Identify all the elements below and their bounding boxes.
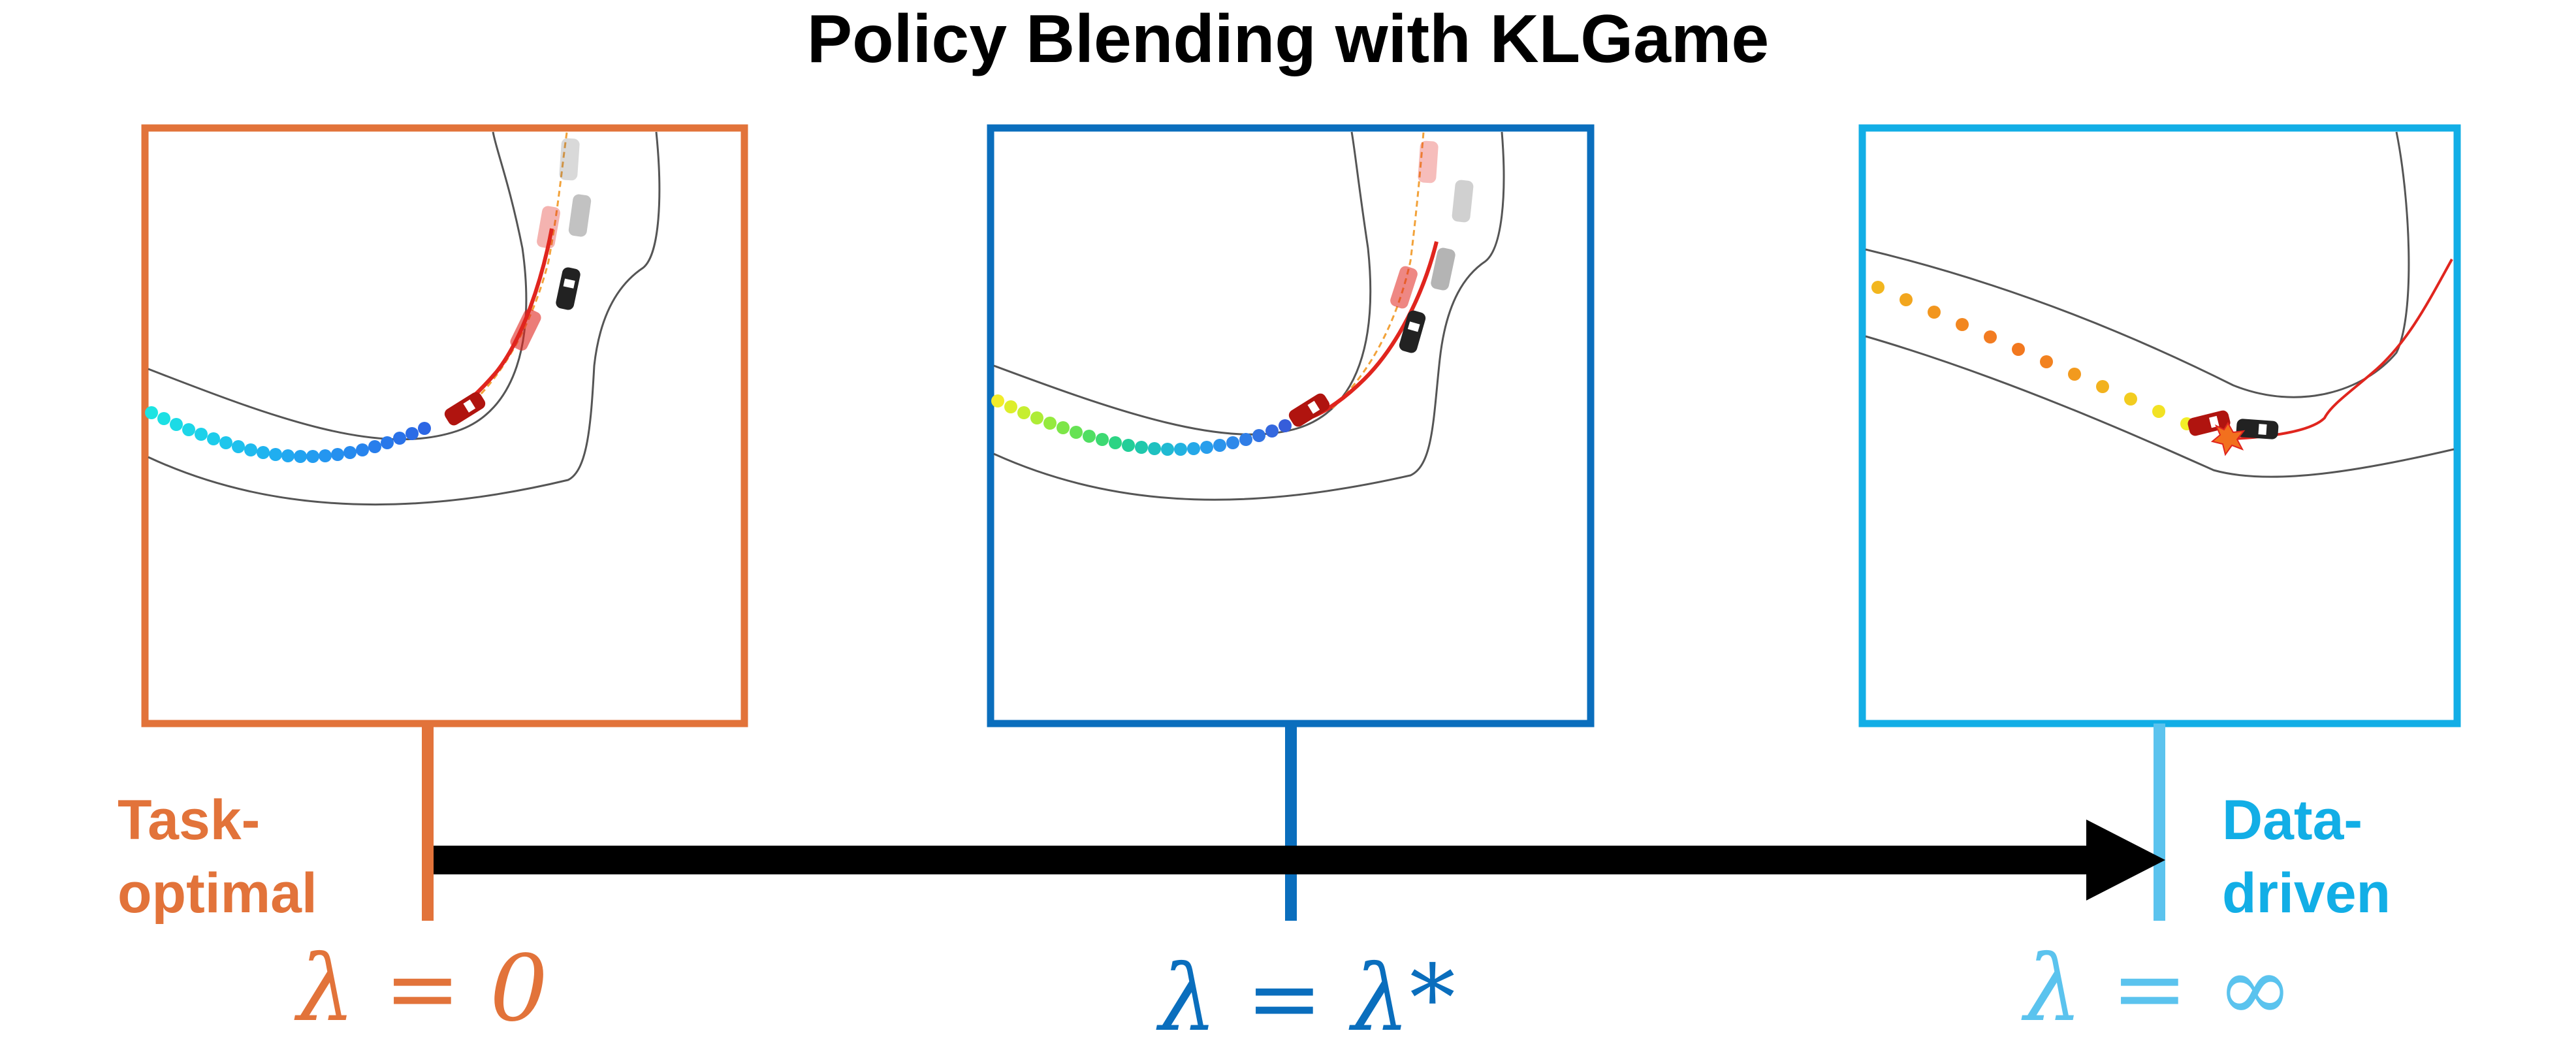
data-driven-label: Data- driven	[2222, 784, 2391, 930]
panel-task-optimal	[141, 124, 748, 727]
panel-frame-task-optimal	[141, 124, 748, 727]
car-icon	[444, 138, 592, 426]
reference-path	[1331, 132, 1425, 409]
data-driven-label-line2: driven	[2222, 862, 2391, 925]
planned-trajectory	[2219, 259, 2453, 441]
collision-icon	[2210, 422, 2246, 456]
lambda-label-star: λ = λ*	[1159, 946, 1455, 1052]
task-optimal-label-line2: optimal	[118, 862, 317, 925]
panel-blended	[987, 124, 1595, 727]
planned-trajectory	[1311, 241, 1439, 419]
panel-data-driven	[1858, 124, 2461, 727]
reference-path	[475, 132, 568, 400]
trajectory-dots	[145, 406, 431, 463]
lambda-label-zero: λ = 0	[297, 936, 549, 1042]
panel-frame-data-driven	[1858, 124, 2461, 727]
task-optimal-label: Task- optimal	[118, 784, 317, 930]
road-boundaries	[1865, 131, 2455, 478]
trajectory-dots	[991, 394, 1292, 456]
car-icon	[1288, 140, 1474, 427]
road-boundaries	[148, 131, 661, 506]
lambda-label-infinity: λ = ∞	[2024, 936, 2293, 1042]
diagram-title: Policy Blending with KLGame	[806, 1, 1770, 77]
arrow-head-icon	[2086, 820, 2165, 901]
task-optimal-label-line1: Task-	[118, 789, 261, 852]
data-driven-label-line1: Data-	[2222, 789, 2363, 852]
